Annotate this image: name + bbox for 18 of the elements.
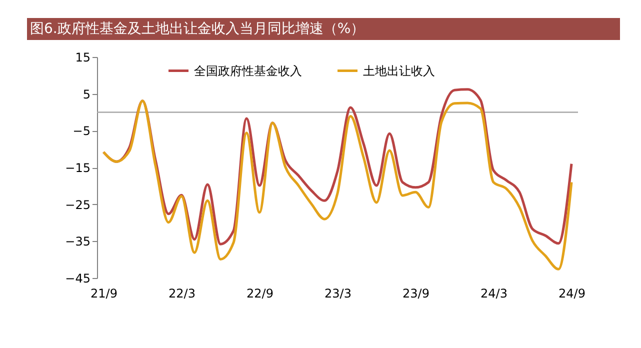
y-tick-label: 5 xyxy=(82,87,90,102)
chart-title: 图6.政府性基金及土地出让金收入当月同比增速（%） xyxy=(30,21,365,37)
legend-label: 全国政府性基金收入 xyxy=(194,64,302,78)
y-tick-label: −5 xyxy=(72,124,90,138)
x-tick-label: 24/9 xyxy=(558,286,586,300)
x-tick-label: 24/3 xyxy=(480,286,508,300)
y-tick-label: −45 xyxy=(65,272,90,286)
y-tick-label: −35 xyxy=(65,234,90,249)
y-tick-label: −25 xyxy=(65,198,90,212)
x-tick-label: 22/3 xyxy=(168,286,196,300)
x-tick-label: 23/3 xyxy=(324,286,352,300)
line-series xyxy=(102,100,573,270)
x-tick-label: 21/9 xyxy=(90,286,118,300)
legend-label: 土地出让收入 xyxy=(363,64,435,78)
x-tick-label: 23/9 xyxy=(402,286,430,300)
y-tick-label: −15 xyxy=(65,161,90,175)
x-tick-label: 22/9 xyxy=(246,286,274,300)
y-tick-label: 15 xyxy=(75,50,90,64)
